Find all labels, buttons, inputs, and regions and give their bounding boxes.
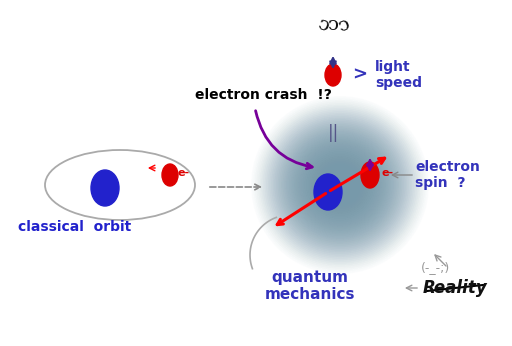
Text: e-: e- bbox=[382, 168, 394, 178]
Ellipse shape bbox=[91, 170, 119, 206]
Circle shape bbox=[284, 129, 396, 241]
Circle shape bbox=[322, 167, 358, 203]
Text: light
speed: light speed bbox=[375, 60, 422, 90]
Circle shape bbox=[281, 126, 399, 244]
Circle shape bbox=[294, 139, 386, 231]
Circle shape bbox=[295, 140, 385, 229]
Text: classical  orbit: classical orbit bbox=[18, 220, 132, 234]
Text: quantum
mechanics: quantum mechanics bbox=[265, 270, 355, 302]
Circle shape bbox=[280, 124, 401, 246]
Circle shape bbox=[317, 162, 363, 208]
Circle shape bbox=[304, 149, 376, 221]
Text: electron crash  !?: electron crash !? bbox=[195, 88, 332, 102]
Ellipse shape bbox=[361, 162, 379, 188]
Circle shape bbox=[328, 173, 352, 197]
Ellipse shape bbox=[325, 64, 341, 86]
Circle shape bbox=[283, 128, 397, 243]
Circle shape bbox=[301, 146, 379, 225]
Circle shape bbox=[312, 157, 368, 213]
Text: ↄ: ↄ bbox=[328, 16, 338, 34]
Text: e-: e- bbox=[178, 168, 190, 178]
Circle shape bbox=[310, 155, 370, 215]
Circle shape bbox=[274, 119, 406, 251]
Circle shape bbox=[320, 165, 360, 205]
Circle shape bbox=[333, 178, 347, 192]
Circle shape bbox=[287, 133, 393, 237]
Text: electron
spin  ?: electron spin ? bbox=[415, 160, 480, 190]
Circle shape bbox=[335, 180, 345, 190]
Circle shape bbox=[324, 169, 357, 202]
Circle shape bbox=[273, 118, 407, 252]
Text: ↄ: ↄ bbox=[335, 15, 351, 35]
Circle shape bbox=[318, 163, 361, 207]
Ellipse shape bbox=[162, 164, 178, 186]
Circle shape bbox=[309, 154, 371, 216]
Ellipse shape bbox=[314, 174, 342, 210]
Circle shape bbox=[276, 121, 404, 249]
Text: (-_-;): (-_-;) bbox=[420, 262, 450, 274]
Circle shape bbox=[278, 123, 402, 247]
Circle shape bbox=[286, 131, 394, 239]
Circle shape bbox=[289, 134, 391, 236]
Circle shape bbox=[313, 158, 367, 211]
Circle shape bbox=[331, 176, 349, 193]
Circle shape bbox=[338, 183, 342, 187]
Circle shape bbox=[336, 181, 344, 189]
Text: ↄ: ↄ bbox=[315, 15, 331, 35]
Circle shape bbox=[307, 152, 373, 218]
Text: ||: || bbox=[327, 124, 338, 142]
Circle shape bbox=[269, 115, 411, 255]
Circle shape bbox=[297, 142, 383, 228]
Circle shape bbox=[292, 137, 388, 233]
Circle shape bbox=[299, 144, 381, 226]
Circle shape bbox=[327, 172, 353, 198]
Circle shape bbox=[330, 175, 350, 195]
Circle shape bbox=[302, 147, 378, 223]
Circle shape bbox=[271, 116, 409, 254]
Circle shape bbox=[315, 160, 365, 210]
Circle shape bbox=[325, 170, 355, 200]
Text: Reality: Reality bbox=[422, 279, 487, 297]
Text: >: > bbox=[352, 66, 367, 84]
Circle shape bbox=[305, 151, 375, 220]
Circle shape bbox=[291, 136, 389, 234]
